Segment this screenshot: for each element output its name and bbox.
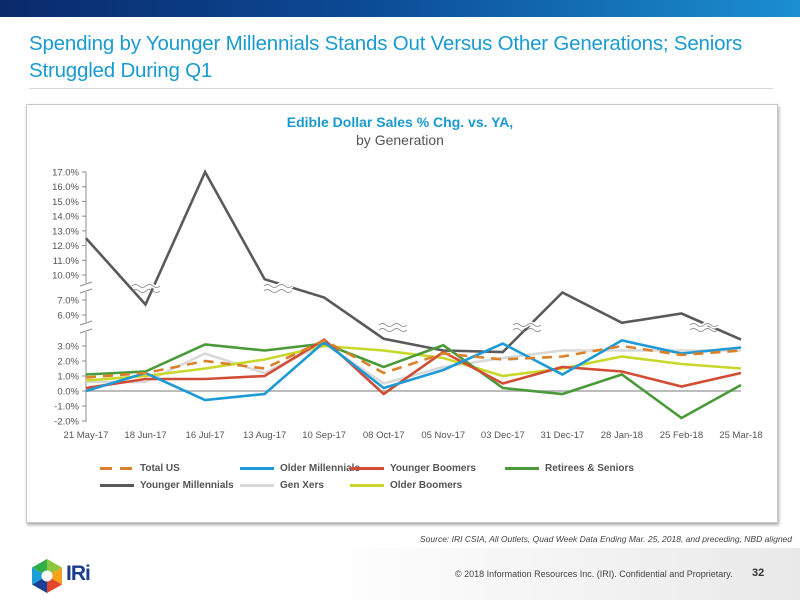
series-line-total-us	[85, 338, 742, 379]
legend-label: Younger Millennials	[140, 479, 234, 491]
y-tick-label: 6.0%	[57, 311, 79, 322]
y-tick-label: 12.0%	[52, 241, 79, 252]
legend-label: Total US	[140, 462, 180, 474]
break-squiggle	[689, 323, 719, 327]
y-tick-label: -2.0%	[54, 417, 79, 428]
legend-label: Retirees & Seniors	[545, 462, 634, 474]
break-squiggle	[378, 328, 408, 332]
chart-panel	[26, 104, 778, 523]
y-tick-label: 17.0%	[52, 168, 79, 179]
page-number: 32	[752, 567, 765, 579]
legend-swatch	[100, 483, 134, 487]
series-line-older-millennials	[85, 339, 742, 402]
axis-break-mark	[79, 328, 93, 334]
x-tick-label: 18 Jun-17	[124, 430, 166, 441]
x-tick-label: 05 Nov-17	[421, 430, 465, 441]
legend-swatch	[350, 466, 384, 470]
series-line-younger-millennials	[85, 169, 742, 354]
x-tick-label: 08 Oct-17	[363, 430, 405, 441]
series-line-retirees-seniors	[85, 342, 742, 420]
legend-label: Older Boomers	[390, 479, 463, 491]
source-note: Source: IRI CSIA, All Outlets, Quad Week…	[420, 534, 792, 544]
y-tick-label: 2.0%	[57, 357, 79, 368]
y-tick-label: 11.0%	[53, 256, 80, 267]
x-tick-label: 21 May-17	[64, 430, 109, 441]
y-tick-label: 14.0%	[52, 212, 79, 223]
y-tick-label: 7.0%	[57, 296, 79, 307]
legend-swatch	[100, 466, 134, 470]
y-tick-label: 3.0%	[57, 342, 79, 353]
legend-item-older-boomers: Older Boomers	[350, 478, 462, 492]
series-line-gen-xers	[86, 342, 741, 385]
legend-label: Younger Boomers	[390, 462, 476, 474]
y-tick-label: 1.0%	[57, 372, 79, 383]
y-tick-label: 16.0%	[52, 182, 79, 193]
iri-logo-icon	[32, 559, 62, 593]
x-tick-label: 13 Aug-17	[243, 430, 286, 441]
break-squiggle	[263, 284, 293, 288]
legend-label: Gen Xers	[280, 479, 324, 491]
y-tick-label: 13.0%	[52, 226, 79, 237]
legend-swatch	[240, 466, 274, 470]
legend-item-total-us: Total US	[100, 461, 180, 475]
axis-break-mark	[79, 320, 93, 326]
legend-item-gen-xers: Gen Xers	[240, 478, 324, 492]
x-tick-label: 03 Dec-17	[481, 430, 525, 441]
legend-item-retirees-seniors: Retirees & Seniors	[505, 461, 634, 475]
copyright-text: © 2018 Information Resources Inc. (IRI).…	[455, 569, 733, 579]
break-squiggle	[131, 289, 161, 293]
series-line-older-boomers	[85, 344, 742, 382]
chart-subtitle: by Generation	[356, 132, 444, 148]
slide-title: Spending by Younger Millennials Stands O…	[29, 32, 742, 82]
break-squiggle	[378, 323, 408, 327]
logo-wordmark: IRi	[66, 562, 91, 585]
title-divider	[29, 88, 773, 89]
break-squiggle	[131, 284, 161, 288]
legend-swatch	[350, 483, 384, 487]
series-line-younger-boomers	[85, 337, 742, 396]
footer	[0, 548, 800, 600]
y-tick-label: 15.0%	[52, 197, 79, 208]
y-tick-label: 0.0%	[57, 387, 79, 398]
legend-label: Older Millennials	[280, 462, 361, 474]
legend-swatch	[240, 483, 274, 487]
legend-item-younger-boomers: Younger Boomers	[350, 461, 476, 475]
axis-break-mark	[79, 281, 93, 287]
header-gradient-bar	[0, 0, 800, 17]
y-tick-label: -1.0%	[54, 402, 79, 413]
y-tick-label: 10.0%	[52, 271, 79, 282]
x-tick-label: 28 Jan-18	[601, 430, 643, 441]
chart-title: Edible Dollar Sales % Chg. vs. YA,	[286, 114, 514, 130]
break-squiggle	[689, 328, 719, 332]
x-tick-label: 31 Dec-17	[540, 430, 584, 441]
break-squiggle	[512, 328, 542, 332]
break-squiggle	[263, 289, 293, 293]
break-squiggle	[512, 323, 542, 327]
x-tick-label: 16 Jul-17	[186, 430, 225, 441]
x-tick-label: 10 Sep-17	[302, 430, 346, 441]
legend-item-older-millennials: Older Millennials	[240, 461, 360, 475]
x-tick-label: 25 Mar-18	[719, 430, 762, 441]
x-tick-label: 25 Feb-18	[660, 430, 703, 441]
axis-break-mark	[79, 288, 93, 294]
legend-swatch	[505, 466, 539, 470]
legend-item-younger-millennials: Younger Millennials	[100, 478, 234, 492]
